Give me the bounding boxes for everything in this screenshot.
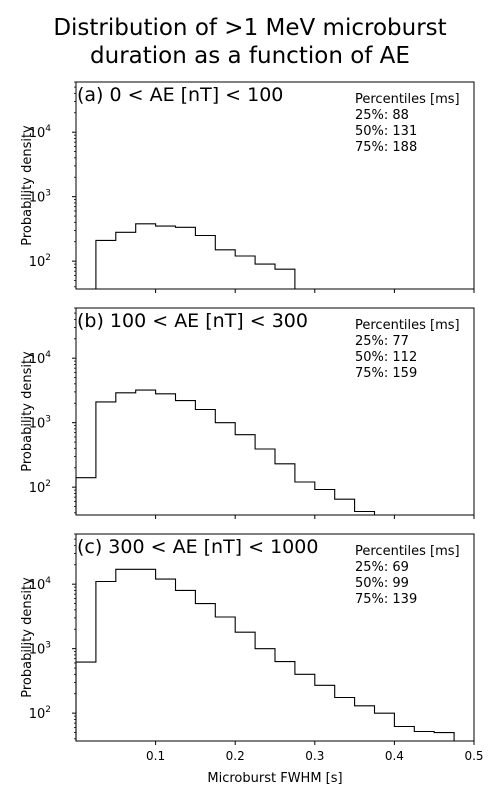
percentile-value: 50%: 99 xyxy=(355,576,409,591)
percentiles-title: Percentiles [ms] xyxy=(355,318,460,333)
x-tick-label: 0.4 xyxy=(385,749,404,763)
percentile-value: 75%: 188 xyxy=(355,140,417,155)
x-tick-label: 0.3 xyxy=(305,749,324,763)
y-tick-label: 103 xyxy=(29,189,51,206)
y-tick-label: 103 xyxy=(29,415,51,432)
axes-frame xyxy=(75,533,475,742)
x-tick-label: 0.2 xyxy=(226,749,245,763)
percentiles-title: Percentiles [ms] xyxy=(355,92,460,107)
y-tick-label: 104 xyxy=(29,576,52,593)
x-tick-label: 0.1 xyxy=(146,749,165,763)
histogram-steps xyxy=(75,389,474,516)
axes-frame xyxy=(75,307,475,516)
percentiles-title: Percentiles [ms] xyxy=(355,544,460,559)
percentile-value: 75%: 139 xyxy=(355,592,417,607)
axes-frame xyxy=(75,81,475,290)
panel-label: (b) 100 < AE [nT] < 300 xyxy=(77,310,308,332)
y-tick-label: 102 xyxy=(29,253,51,270)
y-tick-label: 104 xyxy=(29,124,52,141)
y-tick-label: 102 xyxy=(29,705,51,722)
y-tick-label: 103 xyxy=(29,641,51,658)
percentile-value: 75%: 159 xyxy=(355,366,417,381)
figure-title-line-2: duration as a function of AE xyxy=(90,43,410,69)
x-axis-label: Microburst FWHM [s] xyxy=(207,771,342,786)
histogram-steps xyxy=(75,568,474,742)
x-tick-label: 0.5 xyxy=(464,749,483,763)
y-tick-label: 102 xyxy=(29,479,51,496)
percentile-value: 50%: 112 xyxy=(355,350,417,365)
percentile-value: 50%: 131 xyxy=(355,124,417,139)
panel-label: (c) 300 < AE [nT] < 1000 xyxy=(77,536,318,558)
percentile-value: 25%: 77 xyxy=(355,334,409,349)
percentile-value: 25%: 88 xyxy=(355,108,409,123)
y-axis-label: Probability density xyxy=(20,577,35,698)
y-axis-label: Probability density xyxy=(20,125,35,246)
panel-label: (a) 0 < AE [nT] < 100 xyxy=(77,84,283,106)
y-axis-label: Probability density xyxy=(20,351,35,472)
percentile-value: 25%: 69 xyxy=(355,560,409,575)
histogram-steps xyxy=(76,223,474,290)
figure-title-line-1: Distribution of >1 MeV microburst xyxy=(53,15,446,41)
y-tick-label: 104 xyxy=(29,350,52,367)
